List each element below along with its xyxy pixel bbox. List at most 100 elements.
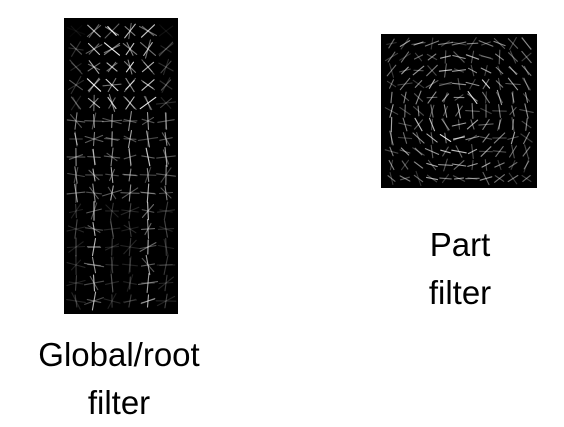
hog-stroke bbox=[139, 191, 157, 195]
hog-stroke bbox=[498, 119, 501, 130]
hog-stroke bbox=[128, 294, 132, 308]
hog-stroke bbox=[70, 62, 82, 72]
hog-stroke bbox=[523, 77, 530, 91]
hog-stroke bbox=[75, 203, 77, 219]
hog-stroke bbox=[69, 208, 83, 214]
hog-stroke bbox=[109, 168, 115, 182]
hog-stroke bbox=[74, 132, 78, 146]
hog-stroke bbox=[87, 97, 101, 109]
hog-stroke bbox=[128, 237, 132, 257]
root-filter-hog-image bbox=[66, 22, 177, 311]
hog-stroke bbox=[413, 119, 424, 130]
hog-stroke bbox=[158, 62, 174, 72]
hog-stroke bbox=[509, 37, 517, 50]
hog-stroke bbox=[106, 152, 118, 162]
hog-stroke bbox=[164, 112, 168, 130]
hog-stroke bbox=[413, 174, 424, 183]
hog-stroke bbox=[164, 293, 168, 309]
hog-stroke bbox=[479, 136, 493, 140]
hog-stroke bbox=[74, 294, 78, 308]
hog-stroke bbox=[70, 63, 82, 71]
hog-stroke bbox=[141, 118, 155, 124]
hog-stroke bbox=[106, 62, 118, 72]
hog-stroke bbox=[451, 69, 467, 72]
hog-stroke bbox=[451, 149, 467, 154]
hog-stroke bbox=[443, 92, 448, 103]
hog-stroke bbox=[68, 47, 84, 51]
hog-stroke bbox=[126, 274, 134, 292]
hog-stroke bbox=[438, 164, 453, 166]
hog-stroke bbox=[66, 226, 86, 232]
hog-stroke bbox=[140, 24, 156, 38]
hog-stroke bbox=[88, 77, 100, 93]
hog-stroke bbox=[510, 160, 516, 170]
hog-stroke bbox=[74, 275, 78, 291]
hog-stroke bbox=[521, 175, 532, 182]
hog-stroke bbox=[158, 25, 174, 37]
hog-stroke bbox=[139, 242, 157, 252]
hog-stroke bbox=[143, 42, 153, 56]
hog-stroke bbox=[127, 59, 133, 75]
hog-stroke bbox=[415, 90, 422, 105]
root-filter-caption-line2: filter bbox=[87, 384, 151, 421]
hog-stroke bbox=[146, 294, 150, 308]
hog-stroke bbox=[128, 147, 132, 167]
hog-stroke bbox=[413, 54, 424, 60]
hog-stroke bbox=[468, 134, 477, 142]
hog-stroke bbox=[388, 38, 395, 49]
hog-stroke bbox=[495, 146, 504, 157]
hog-stroke bbox=[120, 206, 140, 216]
hog-stroke bbox=[128, 168, 132, 182]
hog-stroke bbox=[104, 243, 120, 251]
hog-stroke bbox=[426, 53, 438, 61]
hog-stroke bbox=[484, 65, 488, 76]
hog-stroke bbox=[68, 79, 84, 91]
hog-stroke bbox=[492, 150, 507, 153]
hog-stroke bbox=[158, 276, 174, 290]
hog-stroke bbox=[426, 133, 438, 143]
hog-stroke bbox=[123, 298, 137, 304]
hog-stroke bbox=[164, 185, 168, 201]
hog-stroke bbox=[403, 91, 407, 104]
hog-stroke bbox=[495, 91, 504, 104]
hog-stroke bbox=[92, 274, 96, 292]
hog-stroke bbox=[497, 77, 502, 91]
hog-stroke bbox=[453, 136, 465, 140]
hog-stroke bbox=[481, 41, 491, 46]
hog-stroke bbox=[111, 238, 113, 256]
hog-stroke bbox=[146, 168, 150, 182]
hog-stroke bbox=[427, 53, 437, 61]
hog-stroke bbox=[471, 103, 474, 119]
hog-stroke bbox=[92, 183, 96, 203]
hog-stroke bbox=[480, 107, 492, 115]
hog-stroke bbox=[144, 222, 152, 236]
hog-stroke bbox=[484, 159, 488, 171]
hog-stroke bbox=[110, 273, 114, 293]
hog-stroke bbox=[87, 156, 101, 158]
hog-stroke bbox=[397, 82, 413, 86]
hog-stroke bbox=[481, 79, 491, 89]
hog-stroke bbox=[122, 263, 138, 267]
hog-stroke bbox=[442, 117, 449, 132]
hog-stroke bbox=[160, 45, 172, 53]
hog-stroke bbox=[110, 166, 114, 184]
hog-stroke bbox=[494, 174, 505, 183]
hog-stroke bbox=[71, 41, 81, 57]
hog-stroke bbox=[140, 297, 156, 305]
hog-stroke bbox=[505, 82, 521, 86]
hog-stroke bbox=[146, 273, 150, 293]
hog-stroke bbox=[140, 228, 156, 230]
hog-stroke bbox=[66, 119, 86, 123]
hog-stroke bbox=[496, 89, 503, 106]
hog-stroke bbox=[102, 189, 122, 197]
hog-stroke bbox=[521, 65, 532, 76]
hog-stroke bbox=[523, 157, 530, 173]
root-filter-visualization bbox=[64, 18, 178, 314]
hog-stroke bbox=[84, 135, 104, 143]
hog-stroke bbox=[139, 174, 157, 176]
hog-stroke bbox=[124, 26, 136, 36]
hog-stroke bbox=[387, 175, 396, 182]
hog-stroke bbox=[86, 299, 102, 303]
hog-stroke bbox=[426, 64, 438, 77]
hog-stroke bbox=[72, 96, 80, 110]
